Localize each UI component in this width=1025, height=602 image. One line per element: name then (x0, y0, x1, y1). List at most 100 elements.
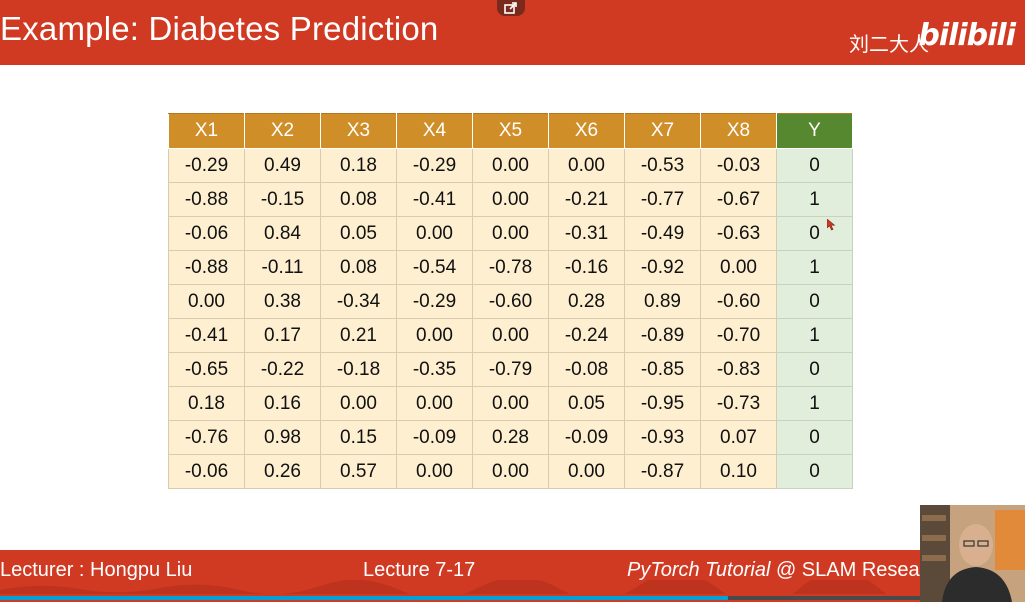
table-cell-y: 0 (776, 352, 853, 387)
table-cell-x2: -0.22 (244, 352, 321, 387)
table-cell-x7: 0.89 (624, 284, 701, 319)
column-header-x8: X8 (700, 113, 777, 149)
column-header-x1: X1 (168, 113, 245, 149)
table-cell-x7: -0.53 (624, 148, 701, 183)
table-cell-x4: 0.00 (396, 318, 473, 353)
table-cell-x3: 0.15 (320, 420, 397, 455)
column-header-x7: X7 (624, 113, 701, 149)
table-cell-y: 0 (776, 148, 853, 183)
table-cell-x3: 0.18 (320, 148, 397, 183)
table-cell-y: 0 (776, 216, 853, 251)
video-progress-fill[interactable] (0, 596, 728, 600)
table-cell-y: 0 (776, 454, 853, 489)
table-cell-x6: 0.00 (548, 148, 625, 183)
table-cell-x2: 0.16 (244, 386, 321, 421)
table-cell-x8: -0.73 (700, 386, 777, 421)
table-cell-x3: -0.18 (320, 352, 397, 387)
table-cell-x4: 0.00 (396, 216, 473, 251)
table-cell-x7: -0.93 (624, 420, 701, 455)
table-cell-x4: -0.29 (396, 284, 473, 319)
table-cell-x5: 0.00 (472, 386, 549, 421)
table-cell-x6: -0.31 (548, 216, 625, 251)
table-cell-x7: -0.95 (624, 386, 701, 421)
table-cell-x8: 0.07 (700, 420, 777, 455)
table-cell-x2: -0.15 (244, 182, 321, 217)
table-cell-x6: -0.21 (548, 182, 625, 217)
table-cell-x7: -0.89 (624, 318, 701, 353)
table-cell-x2: 0.17 (244, 318, 321, 353)
table-row: -0.41 0.17 0.21 0.00 0.00 -0.24 -0.89 -0.70 1 (168, 318, 853, 353)
lecture-number: Lecture 7-17 (363, 559, 476, 581)
table-body: -0.29 0.49 0.18 -0.29 0.00 0.00 -0.53 -0.03 0 -0.… (168, 148, 853, 489)
table-cell-x6: -0.16 (548, 250, 625, 285)
table-cell-x5: 0.28 (472, 420, 549, 455)
table-cell-x4: -0.29 (396, 148, 473, 183)
table-row: -0.88 -0.15 0.08 -0.41 0.00 -0.21 -0.77 -0.67 1 (168, 182, 853, 217)
table-row: -0.76 0.98 0.15 -0.09 0.28 -0.09 -0.93 0.07 0 (168, 420, 853, 455)
column-header-x2: X2 (244, 113, 321, 149)
table-cell-x8: 0.10 (700, 454, 777, 489)
table-cell-x8: 0.00 (700, 250, 777, 285)
table-row: -0.06 0.84 0.05 0.00 0.00 -0.31 -0.49 -0.63 0 (168, 216, 853, 251)
table-cell-x6: -0.09 (548, 420, 625, 455)
table-cell-x2: 0.98 (244, 420, 321, 455)
author-name: 刘二大人 (849, 32, 929, 56)
table-cell-x6: 0.28 (548, 284, 625, 319)
table-cell-y: 1 (776, 386, 853, 421)
table-cell-x5: 0.00 (472, 148, 549, 183)
table-cell-x6: 0.00 (548, 454, 625, 489)
table-cell-x8: -0.63 (700, 216, 777, 251)
table-cell-x5: 0.00 (472, 454, 549, 489)
table-cell-x4: -0.54 (396, 250, 473, 285)
table-cell-x1: -0.41 (168, 318, 245, 353)
table-cell-y: 1 (776, 318, 853, 353)
table-cell-x6: -0.24 (548, 318, 625, 353)
table-cell-x1: 0.00 (168, 284, 245, 319)
table-row: 0.18 0.16 0.00 0.00 0.00 0.05 -0.95 -0.73 1 (168, 386, 853, 421)
table-header-row: X1 X2 X3 X4 X5 X6 X7 X8 Y (168, 113, 853, 149)
table-cell-x7: -0.49 (624, 216, 701, 251)
table-cell-x8: -0.60 (700, 284, 777, 319)
footer-bar: Lecturer : Hongpu Liu Lecture 7-17 PyTor… (0, 550, 1025, 602)
table-cell-y: 1 (776, 250, 853, 285)
table-cell-x5: 0.00 (472, 182, 549, 217)
tutorial-label: PyTorch Tutorial @ SLAM Resea (627, 559, 920, 582)
table-cell-x5: -0.79 (472, 352, 549, 387)
table-cell-x1: -0.76 (168, 420, 245, 455)
table-cell-y: 0 (776, 420, 853, 455)
table-cell-x3: 0.08 (320, 182, 397, 217)
table-cell-x1: -0.88 (168, 250, 245, 285)
webcam-scene (920, 505, 1025, 602)
table-row: -0.06 0.26 0.57 0.00 0.00 0.00 -0.87 0.10 0 (168, 454, 853, 489)
table-cell-x4: 0.00 (396, 386, 473, 421)
table-cell-x7: -0.85 (624, 352, 701, 387)
table-cell-x3: 0.08 (320, 250, 397, 285)
table-cell-x3: 0.00 (320, 386, 397, 421)
table-cell-x2: 0.49 (244, 148, 321, 183)
mouse-cursor-icon (827, 219, 836, 231)
table-cell-x3: 0.05 (320, 216, 397, 251)
slide-title: Example: Diabetes Prediction (0, 10, 439, 47)
popout-button[interactable] (497, 0, 525, 16)
table-cell-y: 0 (776, 284, 853, 319)
column-header-x4: X4 (396, 113, 473, 149)
table-cell-x2: 0.26 (244, 454, 321, 489)
table-cell-x7: -0.77 (624, 182, 701, 217)
table-row: -0.88 -0.11 0.08 -0.54 -0.78 -0.16 -0.92 0.00 1 (168, 250, 853, 285)
table-cell-x5: 0.00 (472, 216, 549, 251)
presenter-webcam (920, 505, 1025, 602)
table-cell-x8: -0.67 (700, 182, 777, 217)
table-cell-x2: 0.84 (244, 216, 321, 251)
table-cell-x4: -0.09 (396, 420, 473, 455)
table-row: -0.29 0.49 0.18 -0.29 0.00 0.00 -0.53 -0.03 0 (168, 148, 853, 183)
table-cell-x1: -0.06 (168, 454, 245, 489)
tutorial-italic: PyTorch Tutorial (627, 559, 771, 581)
table-cell-x7: -0.87 (624, 454, 701, 489)
table-cell-x3: 0.57 (320, 454, 397, 489)
table-cell-x1: -0.88 (168, 182, 245, 217)
table-cell-x6: 0.05 (548, 386, 625, 421)
table-cell-x5: 0.00 (472, 318, 549, 353)
table-cell-x1: -0.65 (168, 352, 245, 387)
table-cell-x4: -0.41 (396, 182, 473, 217)
table-cell-x4: -0.35 (396, 352, 473, 387)
